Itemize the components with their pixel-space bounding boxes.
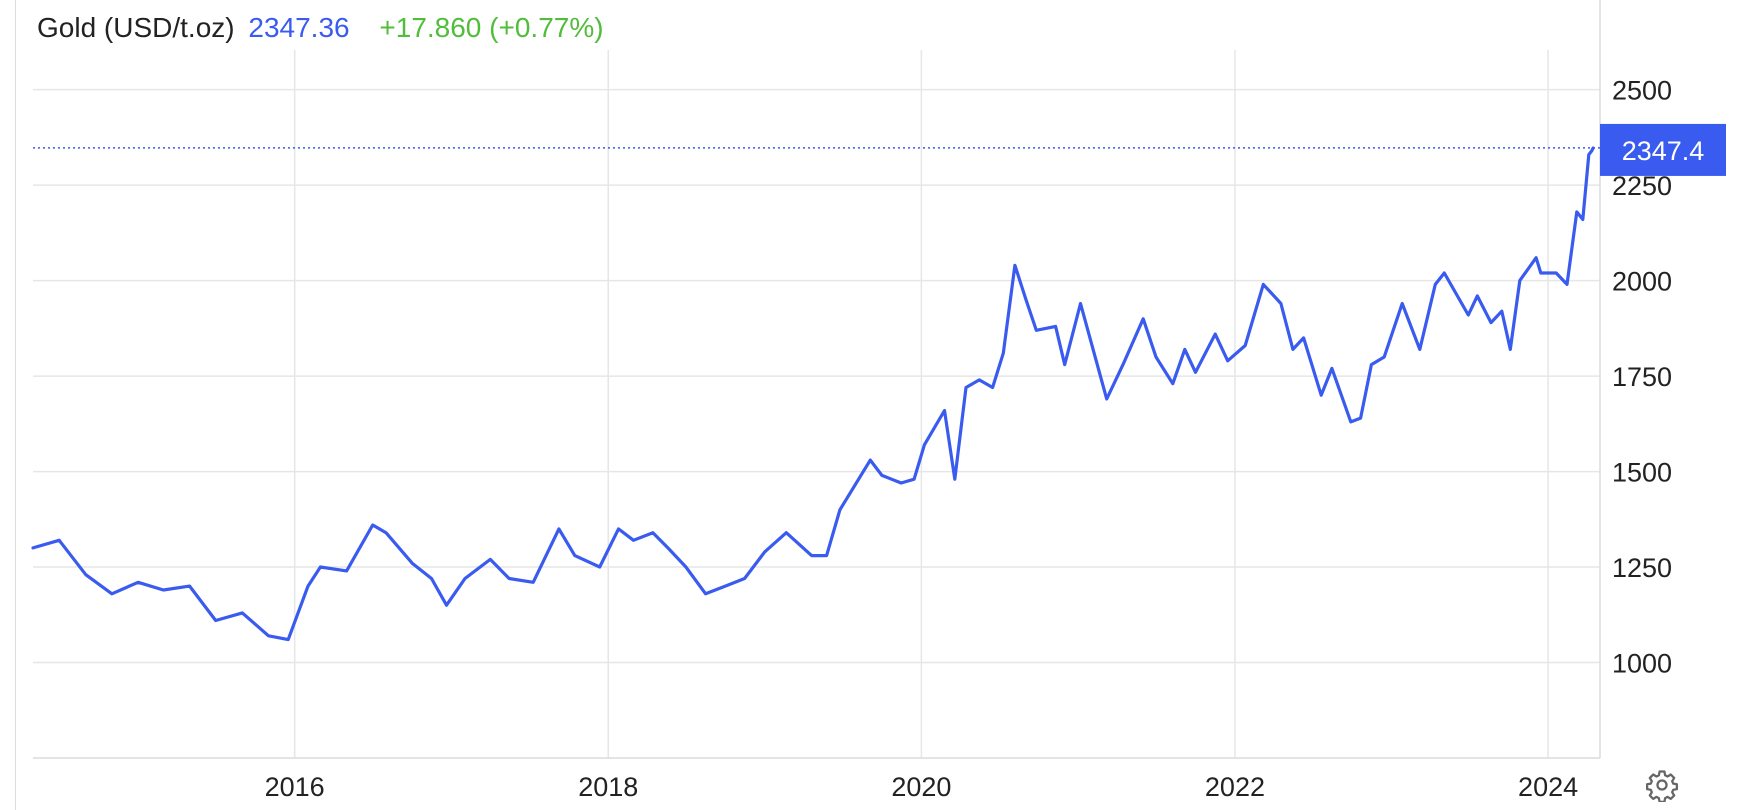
y-tick-label: 1750 <box>1612 362 1672 392</box>
current-price: 2347.36 <box>248 12 350 43</box>
gear-icon <box>1645 770 1679 803</box>
last-price-tag <box>1600 123 1726 176</box>
price-change: +17.860 (+0.77%) <box>379 12 604 43</box>
last-price-tag-group: 2347.4 <box>33 123 1726 176</box>
last-price-label: 2347.4 <box>1622 136 1705 166</box>
instrument-name: Gold (USD/t.oz) <box>37 12 235 43</box>
y-tick-label: 1250 <box>1612 553 1672 583</box>
settings-button[interactable] <box>1645 768 1679 803</box>
y-tick-label: 2250 <box>1612 171 1672 201</box>
axes: 1000 1250 1500 1750 2000 2250 2500 2016 2018 2020… <box>33 0 1672 802</box>
panel-border <box>15 0 16 810</box>
x-tick-label: 2020 <box>891 772 951 802</box>
chart-header: Gold (USD/t.oz) 2347.36 +17.860 (+0.77%) <box>37 10 604 46</box>
x-tick-label: 2018 <box>578 772 638 802</box>
series-line <box>31 146 1595 642</box>
y-tick-label: 1500 <box>1612 458 1672 488</box>
y-tick-label: 1000 <box>1612 649 1672 679</box>
grid <box>33 50 1600 758</box>
y-tick-label: 2000 <box>1612 267 1672 297</box>
x-tick-label: 2024 <box>1518 772 1578 802</box>
series-layer <box>31 146 1595 642</box>
x-tick-label: 2022 <box>1205 772 1265 802</box>
y-tick-label: 2500 <box>1612 76 1672 106</box>
x-tick-label: 2016 <box>265 772 325 802</box>
